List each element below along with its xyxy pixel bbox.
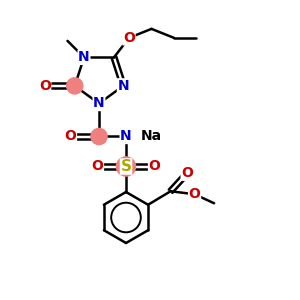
Text: O: O — [189, 187, 200, 201]
Text: N: N — [117, 79, 129, 93]
Text: N: N — [78, 50, 90, 64]
Text: O: O — [92, 160, 104, 173]
Text: O: O — [148, 160, 160, 173]
Text: O: O — [39, 79, 51, 93]
Text: N: N — [93, 97, 105, 110]
Circle shape — [116, 157, 136, 176]
Text: O: O — [123, 31, 135, 45]
Text: Na: Na — [141, 130, 162, 143]
Circle shape — [67, 78, 83, 94]
Text: S: S — [121, 159, 131, 174]
Text: N: N — [120, 130, 132, 143]
Text: O: O — [64, 130, 76, 143]
Text: O: O — [181, 166, 193, 180]
Circle shape — [91, 128, 107, 145]
